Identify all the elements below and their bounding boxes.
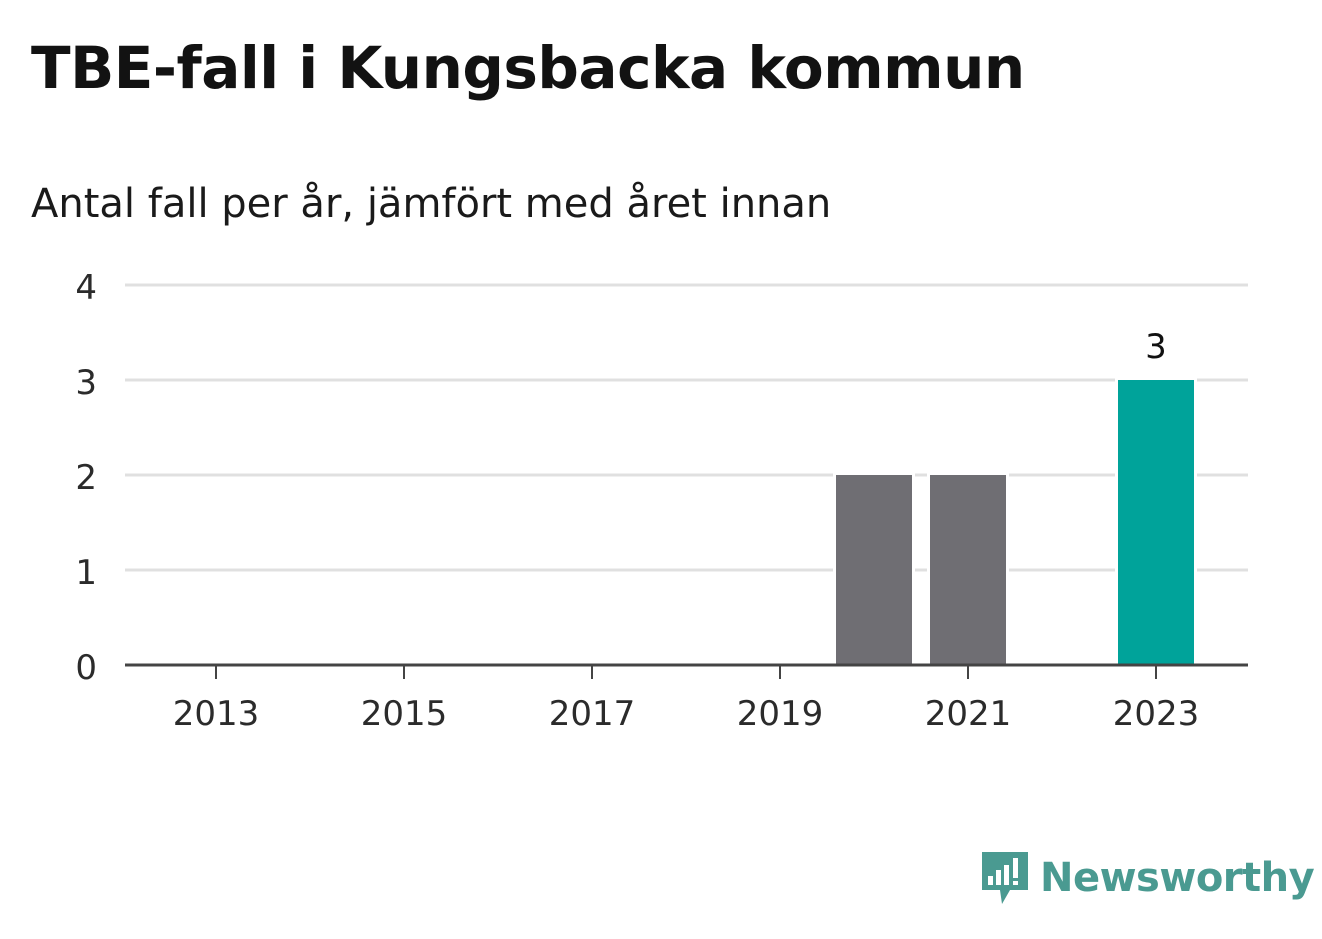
- chart-subtitle: Antal fall per år, jämfört med året inna…: [31, 181, 832, 227]
- newsworthy-chart-icon: [982, 852, 1028, 904]
- bar-2023: [1118, 380, 1194, 665]
- y-tick-label: 1: [75, 553, 97, 593]
- x-tick-label: 2021: [925, 694, 1012, 734]
- x-tick-label: 2015: [361, 694, 448, 734]
- x-tick-label: 2023: [1113, 694, 1200, 734]
- y-tick-label: 3: [75, 363, 97, 403]
- y-tick-label: 4: [75, 268, 97, 308]
- newsworthy-logo[interactable]: Newsworthy: [980, 848, 1315, 908]
- bar-2020: [836, 475, 912, 665]
- x-tick-label: 2013: [173, 694, 260, 734]
- logo-text: Newsworthy: [1040, 855, 1315, 901]
- chart-title: TBE-fall i Kungsbacka kommun: [31, 34, 1025, 102]
- y-tick-label: 0: [75, 648, 97, 688]
- x-tick-label: 2019: [737, 694, 824, 734]
- data-label: 3: [1145, 327, 1167, 367]
- y-tick-label: 2: [75, 458, 97, 498]
- x-tick-label: 2017: [549, 694, 636, 734]
- bar-2021: [930, 475, 1006, 665]
